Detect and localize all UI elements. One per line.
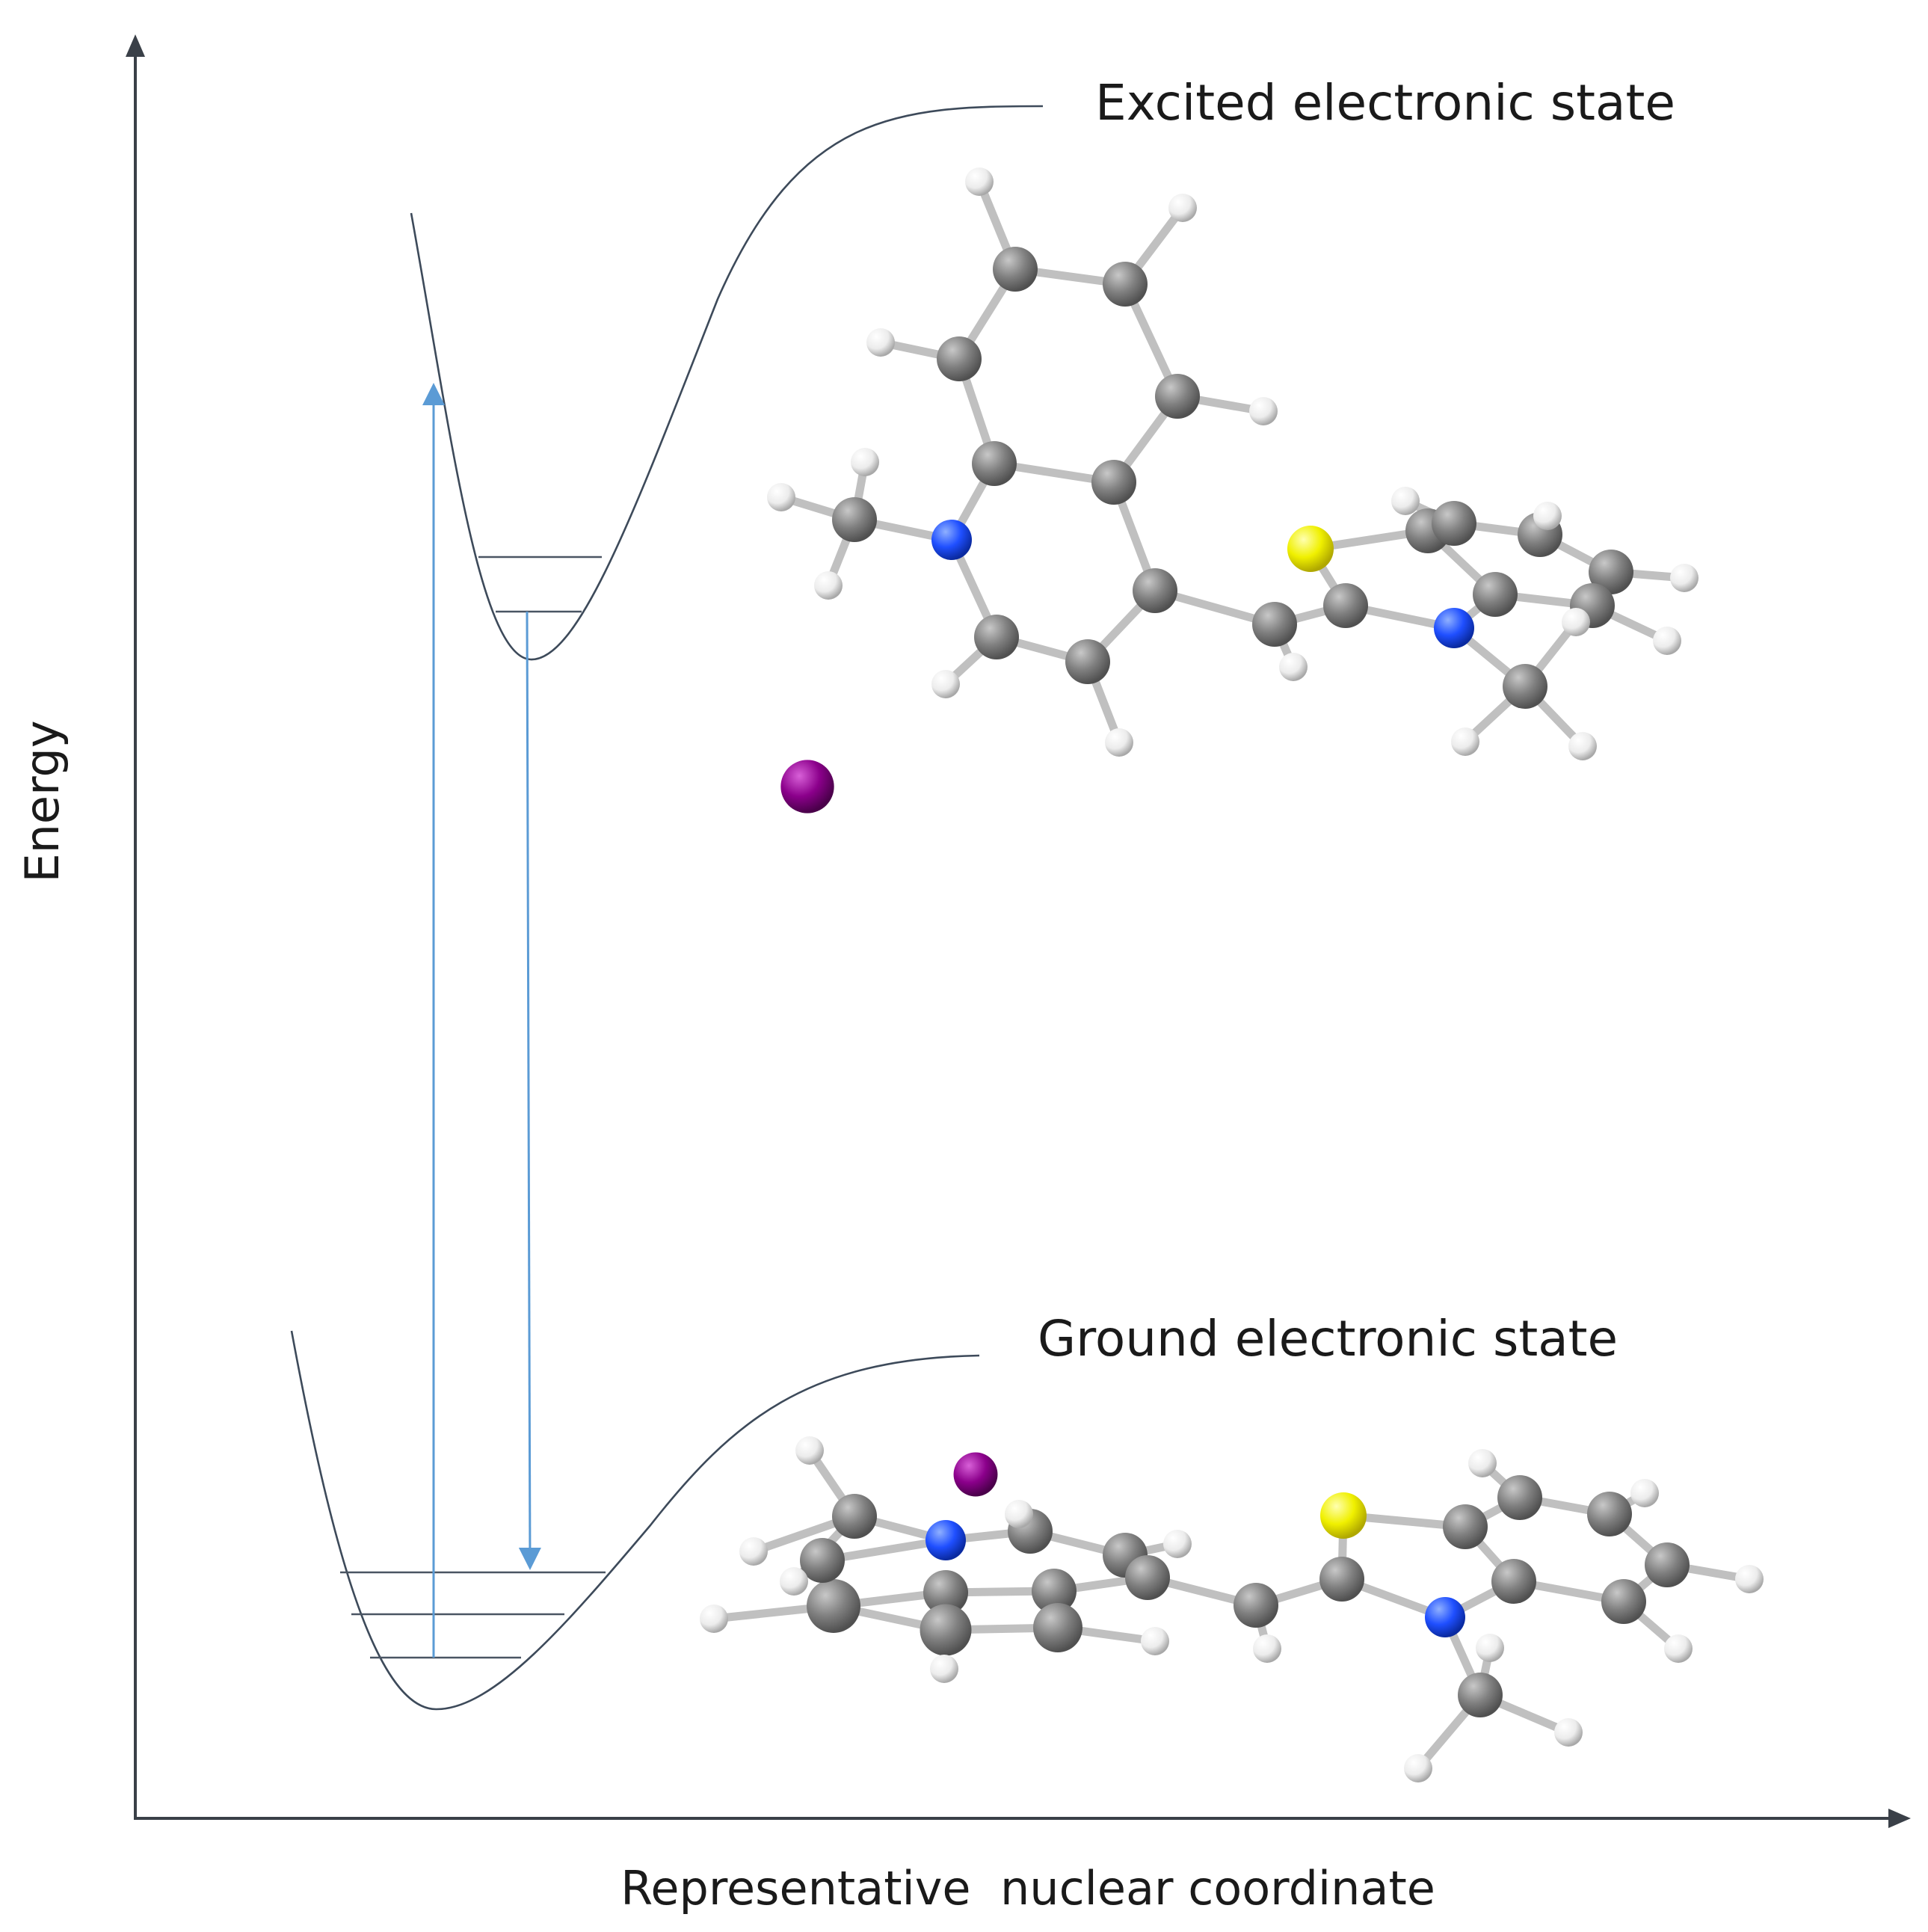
hydrogen-atom — [1404, 1754, 1432, 1782]
hydrogen-atom — [1533, 502, 1562, 530]
carbon-atom — [1319, 1557, 1364, 1602]
hydrogen-atom — [700, 1605, 728, 1633]
hydrogen-atom — [1141, 1627, 1169, 1655]
sulfur-atom — [1320, 1492, 1367, 1539]
hydrogen-atom — [795, 1436, 824, 1465]
carbon-atom — [1155, 374, 1200, 419]
carbon-atom — [993, 247, 1038, 292]
carbon-atom — [1032, 1569, 1077, 1613]
iodide-ion — [953, 1452, 998, 1497]
axes — [126, 34, 1911, 1828]
y-axis-arrowhead — [126, 34, 145, 57]
carbon-atom — [1091, 460, 1136, 505]
ground-state-curve-group: Ground electronic state — [290, 1310, 1618, 1711]
hydrogen-atom — [965, 167, 994, 196]
hydrogen-atom — [1253, 1634, 1281, 1663]
hydrogen-atom — [851, 448, 879, 476]
hydrogen-atom — [1005, 1500, 1033, 1528]
carbon-atom — [937, 336, 982, 381]
hydrogen-atom — [930, 1655, 958, 1683]
iodide-ion — [780, 760, 834, 813]
carbon-atom — [974, 615, 1019, 659]
hydrogen-atom — [1105, 728, 1133, 757]
carbon-atom — [1103, 262, 1148, 307]
nitrogen-atom — [1425, 1597, 1465, 1637]
carbon-atom — [1587, 1492, 1632, 1536]
hydrogen-atom — [1279, 653, 1308, 681]
hydrogen-atom — [780, 1567, 808, 1596]
carbon-atom — [800, 1538, 845, 1583]
hydrogen-atom — [1653, 627, 1681, 655]
carbon-atom — [1125, 1555, 1170, 1600]
hydrogen-atom — [1468, 1449, 1497, 1477]
carbon-atom — [1252, 602, 1297, 647]
carbon-atom — [1133, 568, 1177, 613]
excited-state-curve — [410, 105, 1044, 661]
carbon-atom — [920, 1604, 972, 1656]
hydrogen-atom — [1451, 727, 1479, 756]
hydrogen-atom — [1735, 1565, 1764, 1593]
hydrogen-atom — [1168, 194, 1197, 222]
x-axis-arrowhead — [1888, 1809, 1911, 1828]
nitrogen-atom — [925, 1520, 966, 1560]
hydrogen-atom — [1568, 732, 1597, 760]
hydrogen-atom — [1664, 1634, 1693, 1663]
emission-arrow — [518, 611, 541, 1570]
carbon-atom — [1473, 572, 1518, 617]
carbon-atom — [1589, 550, 1633, 594]
carbon-atom — [832, 1494, 877, 1539]
carbon-atom — [923, 1570, 968, 1615]
hydrogen-atom — [931, 670, 960, 698]
carbon-atom — [1065, 639, 1110, 684]
ground-state-label: Ground electronic state — [1038, 1310, 1618, 1368]
hydrogen-atom — [1554, 1718, 1583, 1747]
y-axis-label: Energy — [15, 720, 70, 882]
hydrogen-atom — [1562, 608, 1590, 636]
carbon-atom — [832, 497, 877, 542]
ground-state-curve — [290, 1330, 980, 1711]
nitrogen-atom — [1434, 608, 1474, 648]
carbon-atom — [1234, 1583, 1278, 1628]
hydrogen-atom — [767, 483, 795, 511]
hydrogen-atom — [739, 1537, 768, 1566]
hydrogen-atom — [1670, 564, 1698, 592]
hydrogen-atom — [1476, 1634, 1504, 1662]
carbon-atom — [1432, 501, 1476, 546]
nitrogen-atom — [931, 520, 972, 560]
carbon-atom — [807, 1579, 860, 1633]
excited-state-molecule — [767, 167, 1698, 813]
carbon-atom — [1645, 1542, 1690, 1587]
carbon-atom — [1458, 1673, 1503, 1717]
hydrogen-atom — [1163, 1530, 1192, 1558]
carbon-atom — [1491, 1559, 1536, 1604]
carbon-atom — [1443, 1504, 1488, 1549]
hydrogen-atom — [866, 328, 895, 357]
ground-state-molecule — [700, 1436, 1764, 1782]
carbon-atom — [1033, 1603, 1082, 1652]
carbon-atom — [1601, 1579, 1646, 1624]
excited-state-curve-group: Excited electronic state — [410, 74, 1675, 661]
hydrogen-atom — [1630, 1479, 1659, 1507]
hydrogen-atom — [1391, 487, 1420, 515]
transitions — [422, 383, 541, 1658]
hydrogen-atom — [1249, 397, 1278, 425]
sulfur-atom — [1287, 526, 1334, 572]
carbon-atom — [1497, 1475, 1542, 1520]
carbon-atom — [972, 441, 1017, 486]
x-axis-label: Representative nuclear coordinate — [620, 1861, 1435, 1916]
carbon-atom — [1323, 583, 1368, 628]
excited-state-label: Excited electronic state — [1095, 74, 1675, 132]
hydrogen-atom — [814, 571, 843, 600]
carbon-atom — [1503, 664, 1547, 709]
